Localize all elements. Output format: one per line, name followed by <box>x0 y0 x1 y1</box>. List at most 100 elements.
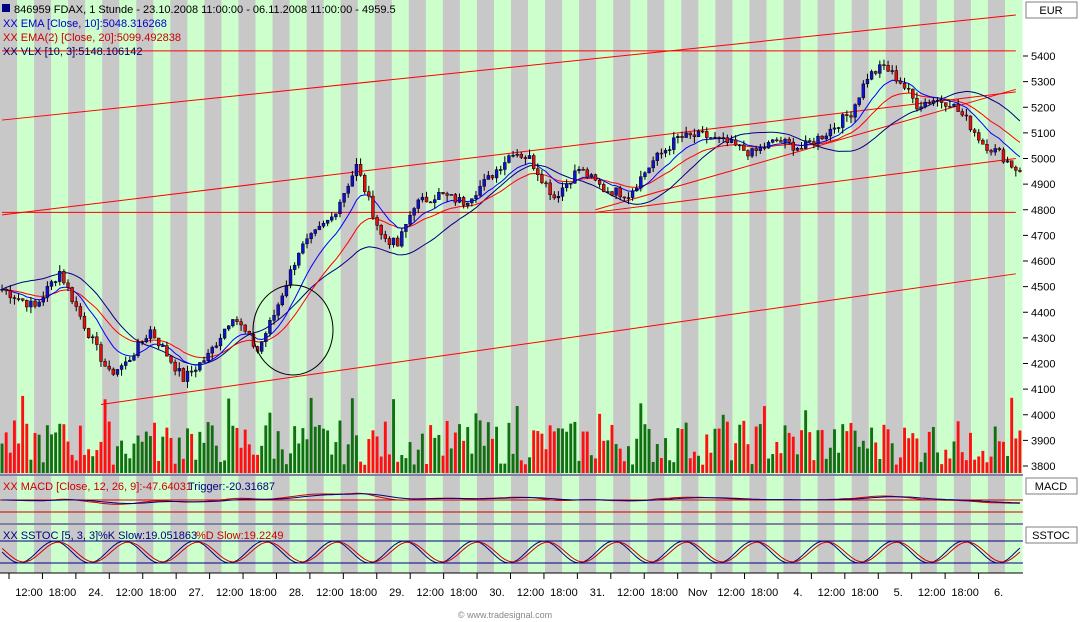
volume-bar <box>688 458 692 473</box>
volume-bar <box>540 433 544 473</box>
volume-bar <box>870 427 874 473</box>
volume-bar <box>771 454 775 473</box>
session-band <box>613 0 631 573</box>
volume-bar <box>927 431 931 473</box>
session-band <box>749 0 767 573</box>
volume-bar <box>317 424 321 473</box>
candle-body <box>948 106 952 108</box>
session-band <box>187 0 205 573</box>
candle-body <box>527 155 532 159</box>
candle-body <box>972 129 977 133</box>
candle-body <box>939 99 944 103</box>
volume-bar <box>54 432 58 473</box>
ema20-legend: XX EMA(2) [Close, 20]:5099.492838 <box>3 32 181 44</box>
volume-bar <box>989 456 993 473</box>
candle-body <box>964 114 969 117</box>
time-tick-label: 12:00 <box>717 587 745 599</box>
candle-body <box>581 168 585 171</box>
volume-bar <box>186 428 189 473</box>
candle-body <box>676 136 680 139</box>
volume-bar <box>120 440 124 473</box>
volume-bar <box>841 424 845 473</box>
candle-body <box>222 328 227 339</box>
candle-body <box>494 169 499 179</box>
candle-body <box>313 229 317 234</box>
session-band <box>698 0 716 573</box>
session-band <box>647 0 665 573</box>
macd-legend: XX MACD [Close, 12, 26, 9]:-47.64031 <box>3 481 192 493</box>
candle-body <box>626 197 631 199</box>
volume-bar <box>276 431 280 473</box>
volume-bar <box>416 449 420 473</box>
candle-body <box>869 71 874 80</box>
sstoc-pane <box>0 540 1023 564</box>
candle-body <box>391 237 396 245</box>
candle-body <box>95 336 99 345</box>
volume-bar <box>589 455 593 473</box>
volume-bar <box>775 441 779 473</box>
volume-bar <box>297 443 301 473</box>
volume-bar <box>25 423 29 473</box>
volume-bar <box>993 426 997 473</box>
volume-bar <box>783 425 787 473</box>
volume-bar <box>672 462 676 473</box>
volume-bar <box>874 442 878 473</box>
volume-bar <box>725 421 729 473</box>
time-tick-label: 12:00 <box>918 587 946 599</box>
price-tick-label: 4800 <box>1031 205 1055 217</box>
candle-body <box>622 196 627 199</box>
sstoc-k-line <box>1 540 1021 564</box>
session-band <box>715 0 733 573</box>
candle-body <box>173 361 177 372</box>
session-band <box>987 0 1006 573</box>
candle-body <box>820 135 824 140</box>
candle-body <box>659 152 664 155</box>
volume-bar <box>804 410 808 473</box>
candle-body <box>828 128 833 137</box>
candle-body <box>1018 170 1022 172</box>
volume-bar <box>239 447 243 473</box>
volume-bar <box>919 461 923 473</box>
macd-pane-label: MACD <box>1035 481 1067 493</box>
time-tick-label: 12:00 <box>818 587 846 599</box>
volume-bar <box>338 420 342 473</box>
candle-body <box>696 130 701 137</box>
volume-bar <box>730 460 733 473</box>
candle-body <box>915 97 919 110</box>
session-band <box>221 0 239 573</box>
candle-body <box>874 71 878 74</box>
volume-bar <box>515 406 519 473</box>
candle-body <box>363 175 367 192</box>
upper-channel-line <box>2 14 1016 121</box>
candle-body <box>305 238 309 245</box>
volume-bar <box>614 444 618 473</box>
candle-body <box>437 192 441 200</box>
candle-body <box>503 162 507 170</box>
session-band <box>902 0 921 573</box>
candle-body <box>754 148 758 151</box>
candle-body <box>301 243 305 254</box>
session-band <box>800 0 819 573</box>
candle-body <box>16 298 21 300</box>
short-term-line <box>595 158 1016 213</box>
candle-body <box>103 361 107 367</box>
volume-bar <box>148 436 152 473</box>
volume-bar <box>445 420 449 473</box>
candle-body <box>713 136 717 139</box>
volume-bar <box>952 441 956 473</box>
volume-bar <box>387 454 391 473</box>
volume-bar <box>107 421 111 473</box>
candle-body <box>247 330 252 335</box>
volume-bar <box>581 431 585 473</box>
session-band <box>681 0 699 573</box>
candle-body <box>770 139 775 143</box>
candle-body <box>766 142 771 149</box>
candle-body <box>643 172 647 177</box>
volume-bar <box>1014 438 1018 473</box>
session-band <box>817 0 836 573</box>
candle-body <box>507 155 511 163</box>
candle-body <box>593 174 598 181</box>
candle-body <box>218 337 223 347</box>
volume-bar <box>532 430 536 473</box>
price-tick-label: 4100 <box>1031 384 1055 396</box>
